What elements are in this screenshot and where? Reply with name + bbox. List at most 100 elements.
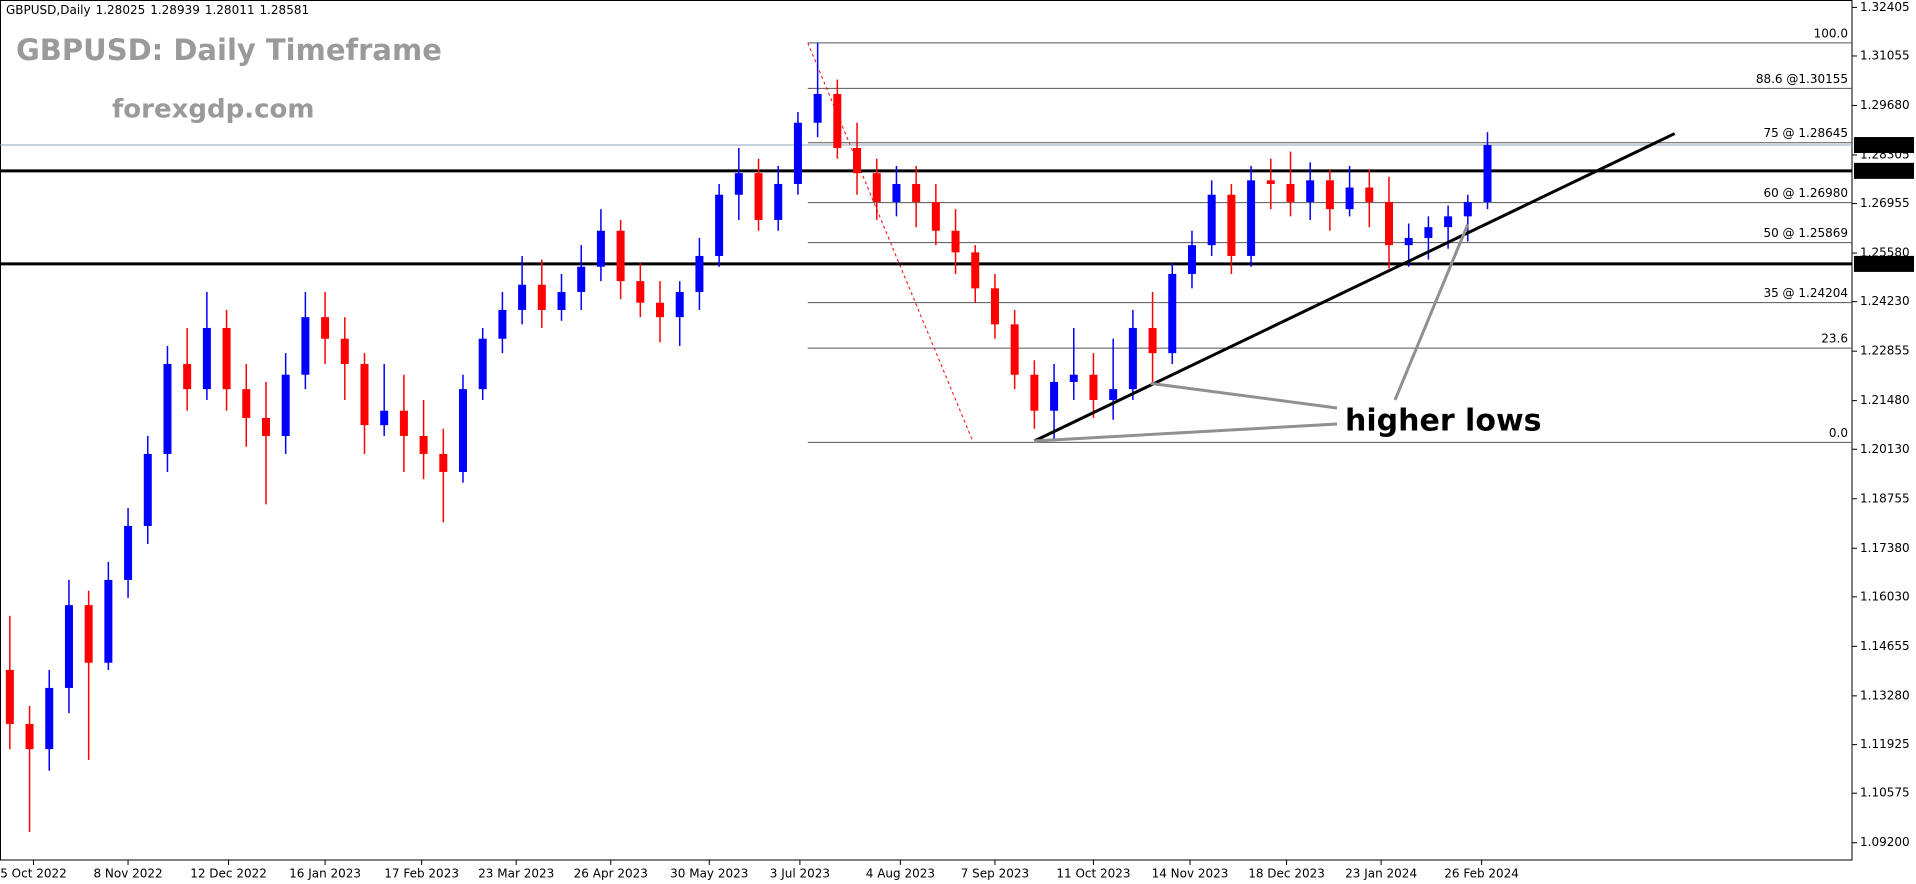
candle-body <box>656 302 665 318</box>
candle-body <box>360 363 369 426</box>
candle-body <box>163 363 172 454</box>
candle-body <box>636 281 645 303</box>
candle-body <box>1089 374 1098 400</box>
y-tick-label: 1.21480 <box>1860 393 1910 407</box>
header-value: 1.28025 <box>95 3 146 17</box>
y-tick-label: 1.20130 <box>1860 442 1910 456</box>
x-tick-label: 8 Nov 2022 <box>93 867 162 881</box>
y-tick-label: 1.09200 <box>1860 835 1910 849</box>
header: GBPUSD,Daily 1.28025 1.28939 1.28011 1.28581 <box>6 3 314 17</box>
y-tick-label: 1.24230 <box>1860 294 1910 308</box>
candle-body <box>537 284 546 310</box>
candle-body <box>143 453 152 526</box>
chart-subtitle: forexgdp.com <box>112 95 314 125</box>
price-label-box <box>1854 137 1914 154</box>
candle-body <box>222 327 231 390</box>
candle-body <box>1247 180 1256 256</box>
x-tick-label: 23 Jan 2024 <box>1345 867 1417 881</box>
candle-body <box>596 230 605 267</box>
candle-body <box>1463 201 1472 217</box>
y-tick-label: 1.17380 <box>1860 541 1910 555</box>
candle-body <box>261 417 270 436</box>
header-value: 1.28011 <box>204 3 255 17</box>
fib-label: 23.6 <box>1821 332 1848 346</box>
y-tick-label: 1.29680 <box>1860 98 1910 112</box>
candle-body <box>557 291 566 310</box>
fib-label: 75 @ 1.28645 <box>1763 126 1848 140</box>
candle-body <box>675 291 684 318</box>
plot-frame <box>0 0 1853 861</box>
candle-body <box>340 338 349 364</box>
y-tick-label: 1.10575 <box>1860 786 1910 800</box>
candle-body <box>1385 201 1393 246</box>
candle-body <box>1404 237 1413 246</box>
candle-body <box>734 173 743 195</box>
x-tick-label: 5 Oct 2022 <box>0 867 67 881</box>
fib-label: 60 @ 1.26980 <box>1763 186 1848 200</box>
candle-body <box>1187 245 1196 274</box>
candle-body <box>793 122 802 184</box>
candle-body <box>1168 273 1177 354</box>
x-tick-label: 26 Feb 2024 <box>1444 867 1519 881</box>
chart-title: GBPUSD: Daily Timeframe <box>16 33 442 67</box>
candle-body <box>84 605 93 663</box>
candle-body <box>1365 187 1374 202</box>
candle-body <box>1207 194 1216 246</box>
x-tick-label: 11 Oct 2023 <box>1056 867 1130 881</box>
candle-body <box>1325 180 1334 210</box>
price-label: 1.27864 <box>1858 163 1908 177</box>
fib-label: 35 @ 1.24204 <box>1763 286 1848 300</box>
candle-body <box>1444 216 1453 228</box>
x-tick-label: 26 Apr 2023 <box>574 867 648 881</box>
candle-body <box>833 93 842 148</box>
annotation-pointer <box>1150 381 1338 410</box>
header-value: 1.28581 <box>259 3 310 17</box>
price-label: 1.25279 <box>1858 256 1908 270</box>
candle-body <box>971 252 980 289</box>
trendline <box>1033 132 1676 443</box>
y-tick-label: 1.14655 <box>1860 639 1910 653</box>
price-label: 1.28581 <box>1858 138 1908 152</box>
fib-label: 100.0 <box>1814 26 1848 40</box>
candle-body <box>616 230 625 282</box>
price-label-box <box>1854 255 1914 272</box>
candle-body <box>104 579 113 663</box>
candle-body <box>301 317 310 375</box>
fib-label: 50 @ 1.25869 <box>1763 226 1848 240</box>
candle-body <box>872 173 881 202</box>
x-tick-label: 30 May 2023 <box>670 867 748 881</box>
candle-body <box>853 147 862 174</box>
candle-body <box>1345 187 1354 210</box>
candle-body <box>1148 327 1157 354</box>
fib-label: 0.0 <box>1829 426 1848 440</box>
candle-body <box>25 723 34 750</box>
candle-body <box>1227 194 1236 256</box>
candle-body <box>1109 389 1118 400</box>
x-tick-label: 3 Jul 2023 <box>770 867 830 881</box>
candle-body <box>1424 227 1433 238</box>
annotation-text: higher lows <box>1345 404 1542 439</box>
candle-body <box>774 183 783 220</box>
candle-body <box>813 93 822 123</box>
candle-body <box>183 363 192 390</box>
candle-body <box>439 453 448 472</box>
candle-body <box>380 410 389 426</box>
candle-body <box>1483 145 1492 202</box>
candle-body <box>1050 381 1059 411</box>
candle-body <box>1286 183 1295 202</box>
annotation-pointer <box>1393 223 1470 401</box>
candle-body <box>5 669 14 724</box>
x-tick-label: 23 Mar 2023 <box>478 867 554 881</box>
x-tick-label: 12 Dec 2022 <box>190 867 267 881</box>
fib-label: 88.6 @1.30155 <box>1756 72 1848 86</box>
candle-body <box>419 435 428 454</box>
header-value: 1.28939 <box>150 3 200 17</box>
candle-body <box>892 183 901 202</box>
price-label-box <box>1854 162 1914 179</box>
x-tick-label: 18 Dec 2023 <box>1248 867 1325 881</box>
candle-body <box>478 338 487 390</box>
candle-body <box>1266 180 1275 184</box>
candle-body <box>931 201 940 231</box>
header-symbol: GBPUSD,Daily <box>6 3 91 17</box>
